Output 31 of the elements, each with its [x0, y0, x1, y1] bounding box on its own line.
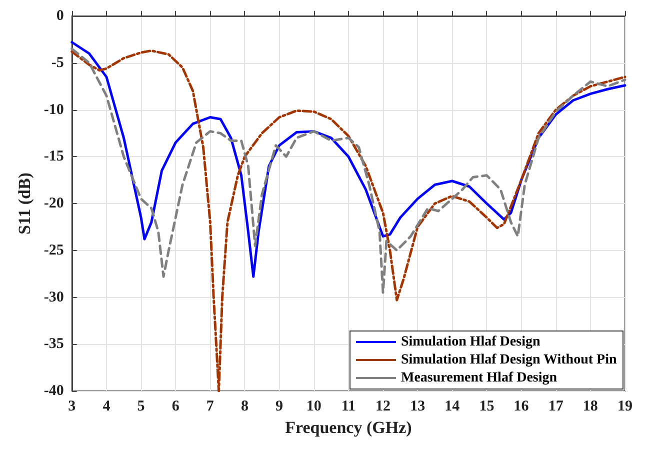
- y-tick-label: -15: [44, 148, 64, 165]
- y-tick-label: -35: [44, 336, 64, 352]
- y-tick-label: -20: [44, 196, 64, 212]
- x-tick-label: 4: [102, 398, 111, 414]
- x-tick-label: 3: [68, 398, 76, 414]
- y-tick-label: -40: [44, 383, 64, 399]
- x-tick-label: 16: [514, 398, 530, 414]
- x-axis-title: Frequency (GHz): [285, 418, 412, 437]
- x-tick-label: 15: [479, 398, 494, 414]
- y-tick-label: -25: [44, 242, 64, 258]
- x-tick-label: 17: [548, 398, 564, 414]
- x-tick-label: 9: [276, 398, 284, 414]
- y-tick-label: -30: [44, 289, 64, 306]
- x-tick-label: 13: [410, 398, 426, 414]
- legend-label: Simulation Hlaf Design: [401, 334, 540, 350]
- y-axis-title: S11 (dB): [15, 172, 34, 234]
- y-tick-label: -10: [44, 102, 64, 118]
- x-tick-label: 18: [582, 398, 598, 414]
- x-tick-label: 5: [137, 398, 145, 414]
- x-tick-label: 6: [172, 398, 180, 414]
- x-tick-label: 19: [618, 398, 632, 414]
- legend-label: Simulation Hlaf Design Without Pin: [401, 352, 617, 368]
- y-tick-label: -5: [51, 54, 64, 71]
- legend-label: Measurement Hlaf Design: [401, 370, 558, 386]
- x-tick-label: 10: [306, 398, 322, 414]
- y-tick-label: 0: [56, 8, 64, 24]
- x-tick-label: 12: [376, 398, 391, 414]
- x-tick-label: 7: [206, 398, 214, 414]
- x-tick-label: 14: [444, 398, 460, 414]
- x-tick-label: 11: [341, 398, 356, 414]
- x-tick-label: 8: [240, 398, 248, 414]
